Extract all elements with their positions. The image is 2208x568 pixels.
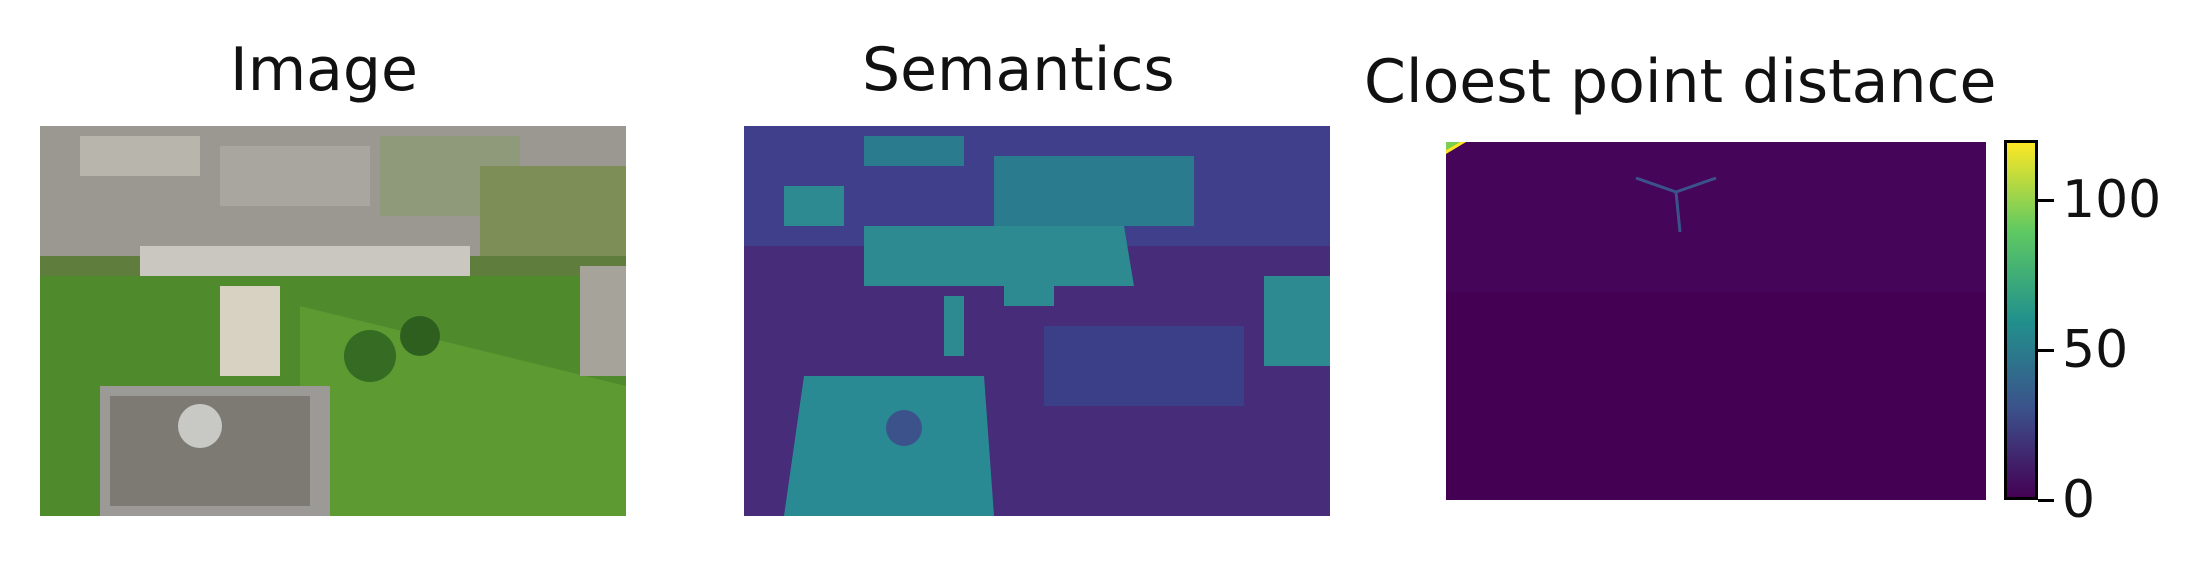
- image-panel-title: Image: [230, 35, 418, 105]
- aerial-image: [40, 126, 626, 516]
- colorbar-tick: [2038, 199, 2054, 202]
- semantics-panel-title: Semantics: [862, 35, 1175, 105]
- semantics-map: [744, 126, 1330, 516]
- colorbar: [2004, 140, 2038, 500]
- colorbar-tick-label: 100: [2062, 170, 2162, 230]
- colorbar-tick-label: 0: [2062, 470, 2096, 530]
- colorbar-tick: [2038, 349, 2054, 352]
- colorbar-tick-label: 50: [2062, 320, 2129, 380]
- colorbar-tick: [2038, 499, 2054, 502]
- distance-map: [1446, 142, 1986, 500]
- distance-panel-title: Cloest point distance: [1364, 47, 1997, 117]
